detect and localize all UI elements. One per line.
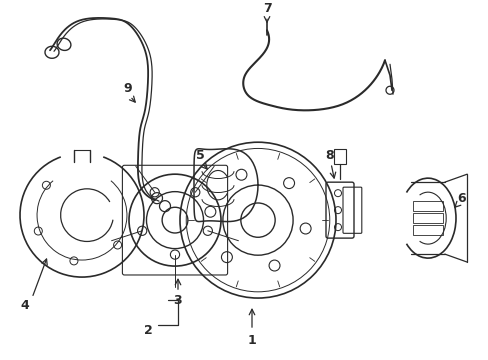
Text: 8: 8 bbox=[325, 149, 334, 162]
Text: 7: 7 bbox=[262, 2, 271, 15]
Bar bbox=[412, 213, 443, 223]
Text: 4: 4 bbox=[20, 298, 29, 311]
Bar bbox=[412, 201, 443, 211]
Text: 9: 9 bbox=[123, 82, 132, 95]
Text: 3: 3 bbox=[173, 293, 182, 307]
Text: 2: 2 bbox=[143, 324, 152, 337]
Bar bbox=[333, 149, 346, 164]
Bar bbox=[412, 225, 443, 235]
Text: 1: 1 bbox=[247, 333, 256, 347]
Text: 5: 5 bbox=[195, 149, 204, 162]
Text: 6: 6 bbox=[457, 192, 466, 204]
